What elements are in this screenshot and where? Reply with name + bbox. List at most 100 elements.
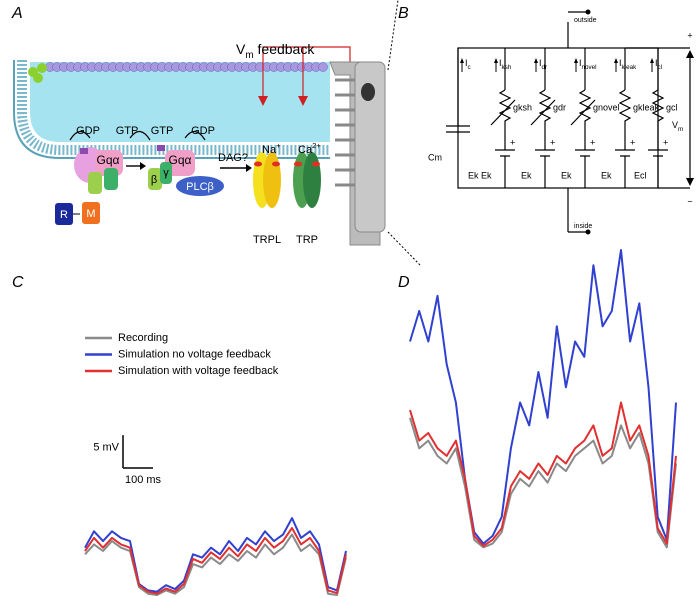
wire	[535, 149, 555, 188]
label-part: V	[236, 41, 246, 57]
conductance: gkleak	[633, 102, 660, 112]
current-arrow	[494, 58, 498, 63]
conductance: gksh	[513, 102, 532, 112]
plus: +	[510, 137, 515, 147]
label: Ca2+	[298, 141, 321, 156]
nucleotide: GDP	[191, 125, 215, 137]
trace	[84, 517, 347, 593]
label-part: I	[499, 58, 502, 68]
dag: DAG?	[218, 152, 248, 164]
wire	[575, 149, 595, 188]
receptor: R	[60, 209, 68, 221]
bead	[318, 62, 328, 72]
branches: gksh Ek + gdr Ek + gnovel Ek + gkleak Ek + gcl Ecl +	[481, 48, 678, 188]
reversal: Ek	[561, 170, 572, 180]
label-part: 2+	[312, 141, 321, 150]
conductance: gdr	[553, 102, 566, 112]
panel-label: D	[398, 274, 410, 291]
trace	[409, 417, 677, 549]
label-part: m	[678, 126, 683, 133]
cell-diagram	[13, 0, 421, 266]
wire	[495, 149, 515, 188]
plus: +	[663, 137, 668, 147]
nucleotide: GDP	[76, 125, 100, 137]
trace	[84, 533, 347, 596]
label: Iksh	[499, 58, 512, 71]
label-part: kleak	[622, 64, 638, 71]
panel-label: A	[11, 5, 23, 22]
trace	[409, 249, 677, 545]
label: Vm	[672, 120, 683, 133]
label: Icl	[655, 58, 662, 71]
label-part: m	[245, 50, 253, 61]
plus: +	[590, 137, 595, 147]
g-beta: β	[151, 174, 157, 186]
wire	[618, 48, 632, 150]
reversal: Ek	[468, 170, 479, 180]
label: Ikleak	[619, 58, 637, 71]
label-part: novel	[582, 64, 597, 71]
wire	[651, 48, 665, 150]
capacitance: Cm	[428, 152, 442, 162]
label: Vm feedback	[236, 41, 315, 61]
wire	[530, 99, 556, 126]
plus: +	[550, 137, 555, 147]
current-arrow	[534, 58, 538, 63]
legend-label: Recording	[118, 332, 168, 344]
panel-label: C	[12, 274, 24, 291]
reversal: Ecl	[634, 170, 647, 180]
current-arrow	[460, 58, 464, 63]
label-part: I	[579, 58, 582, 68]
label: Ic	[465, 58, 471, 71]
inside-label: inside	[574, 223, 592, 230]
channel-label: TRPL	[253, 234, 281, 246]
scale-label: 100 ms	[125, 474, 162, 486]
wire	[490, 99, 516, 126]
label-part: I	[619, 58, 622, 68]
g-alpha: Gqα	[169, 153, 192, 167]
nucleotide: GTP	[151, 125, 174, 137]
label-part: I	[539, 58, 542, 68]
reversal: Ek	[481, 170, 492, 180]
terminal	[585, 9, 591, 15]
label: Inovel	[579, 58, 597, 71]
nucleotide: GTP	[116, 125, 139, 137]
channel-label: TRP	[296, 234, 318, 246]
panel-label: B	[398, 5, 409, 22]
minus: −	[687, 196, 692, 206]
terminal	[585, 229, 591, 235]
reversal: Ek	[601, 170, 612, 180]
trace	[84, 527, 347, 595]
label-part: feedback	[258, 41, 316, 57]
label-part: V	[672, 120, 678, 130]
label: Na+	[262, 141, 281, 156]
conductance: gcl	[666, 102, 678, 112]
current-arrow	[614, 58, 618, 63]
wire	[648, 149, 668, 188]
trace	[409, 401, 677, 547]
legend-label: Simulation with voltage feedback	[118, 365, 279, 377]
wire	[615, 149, 635, 188]
plus: +	[687, 30, 692, 40]
scale-label: 5 mV	[93, 441, 119, 453]
wire	[498, 48, 512, 150]
wire	[538, 48, 552, 150]
plc: PLCβ	[186, 181, 214, 193]
legend-label: Simulation no voltage feedback	[118, 348, 271, 360]
label-part: Na	[262, 144, 277, 156]
plus: +	[630, 137, 635, 147]
wire	[570, 99, 596, 126]
reversal: Ek	[521, 170, 532, 180]
current-arrow	[574, 58, 578, 63]
label-part: +	[276, 141, 281, 150]
circuit	[446, 11, 691, 233]
metarhodopsin: M	[86, 208, 95, 220]
label-part: cl	[658, 64, 663, 71]
label: Idr	[539, 58, 547, 71]
label-part: I	[655, 58, 658, 68]
outside-label: outside	[574, 17, 597, 24]
label-part: c	[468, 64, 471, 71]
g-alpha: Gqα	[97, 153, 120, 167]
label-part: dr	[542, 64, 548, 71]
